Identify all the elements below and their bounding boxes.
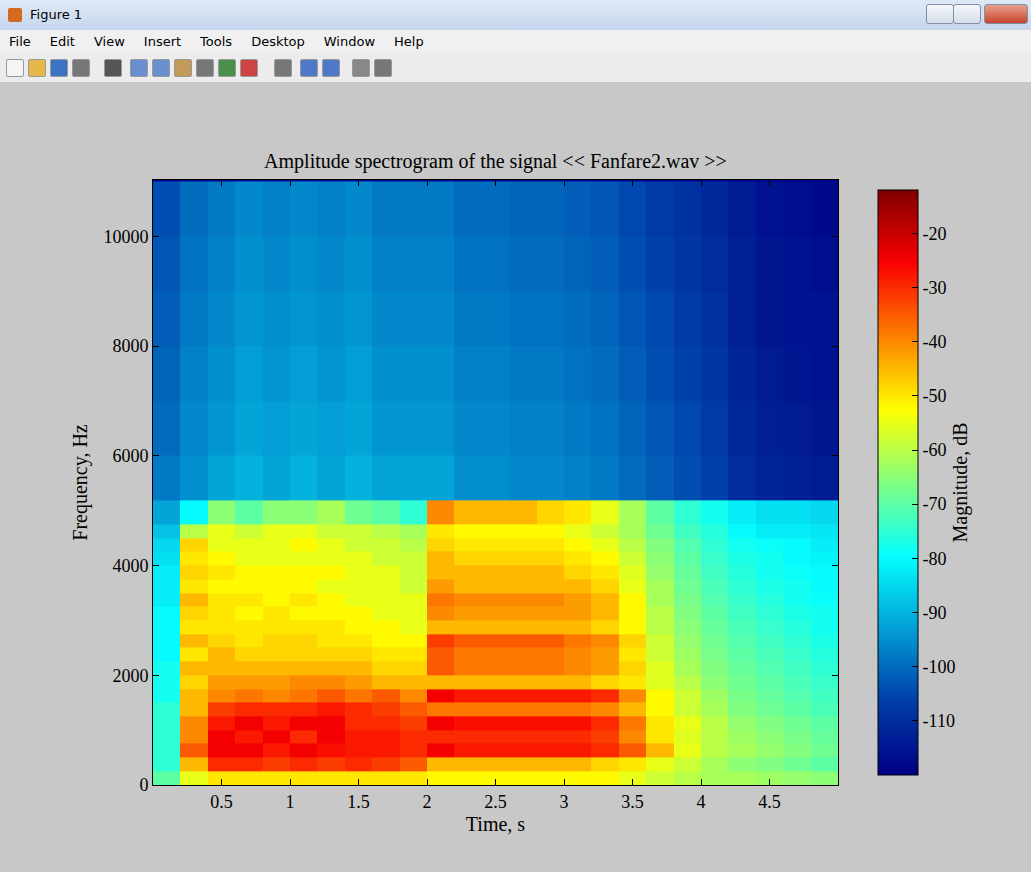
svg-text:4.5: 4.5 [758,792,781,812]
svg-text:6000: 6000 [112,446,148,466]
html-text:Edit: Edit [49,33,75,49]
svg-text:1: 1 [286,792,295,812]
svg-text:-100: -100 [923,657,956,677]
html-text:Help: Help [394,33,424,49]
svg-text:-50: -50 [923,386,947,406]
svg-text:-110: -110 [923,711,955,731]
svg-text:Amplitude spectrogram of the s: Amplitude spectrogram of the signal << F… [264,150,727,173]
svg-text:1.5: 1.5 [347,792,370,812]
html-text:Desktop: Desktop [251,33,305,49]
svg-text:2: 2 [423,792,432,812]
svg-text:10000: 10000 [103,227,148,247]
html-text:View: View [94,33,125,49]
svg-text:-30: -30 [923,278,947,298]
html-text:Tools: Tools [200,33,233,49]
svg-text:3: 3 [560,792,569,812]
html-text:Figure 1: Figure 1 [30,7,83,22]
svg-text:4: 4 [697,792,706,812]
svg-text:-70: -70 [923,494,947,514]
svg-text:-40: -40 [923,332,947,352]
svg-text:0.5: 0.5 [210,792,233,812]
svg-text:-90: -90 [923,603,947,623]
svg-text:-20: -20 [923,224,947,244]
svg-text:8000: 8000 [112,336,148,356]
svg-text:-60: -60 [923,440,947,460]
svg-text:Magnitude, dB: Magnitude, dB [949,423,972,543]
html-text:Insert: Insert [143,33,182,49]
svg-text:Frequency, Hz: Frequency, Hz [69,424,92,541]
html-text:File: File [9,33,31,49]
svg-text:3.5: 3.5 [621,792,644,812]
html-text:Window: Window [323,33,375,49]
svg-text:2000: 2000 [112,666,148,686]
svg-text:Time, s: Time, s [466,813,526,835]
svg-text:4000: 4000 [112,556,148,576]
svg-text:-80: -80 [923,549,947,569]
svg-text:2.5: 2.5 [484,792,507,812]
svg-text:0: 0 [139,775,148,795]
